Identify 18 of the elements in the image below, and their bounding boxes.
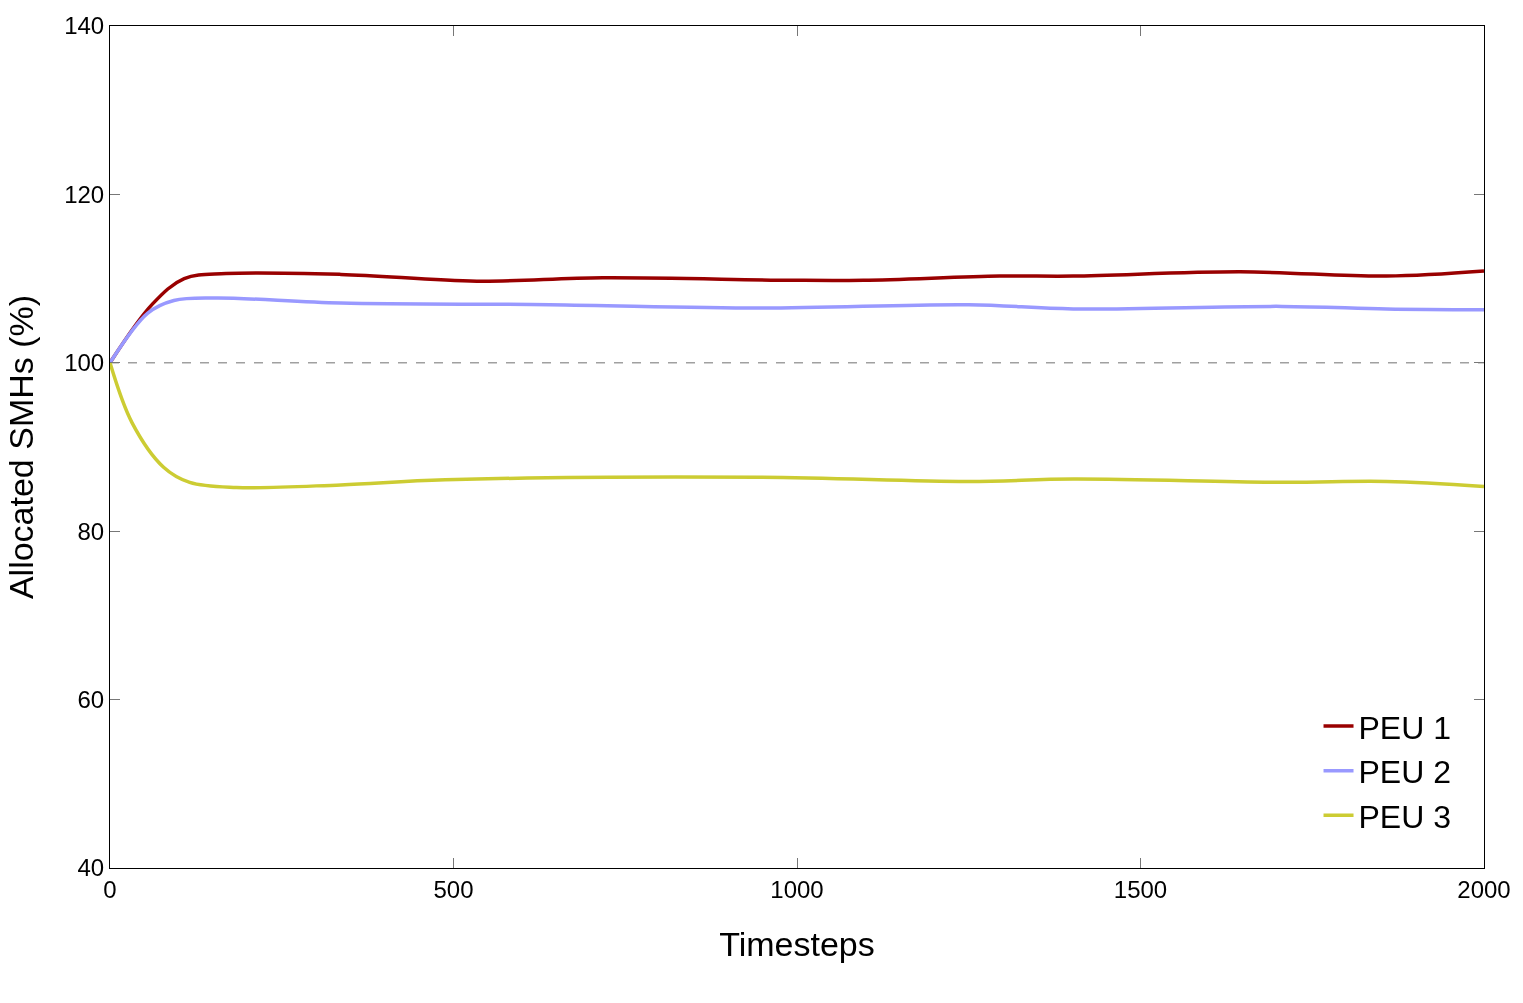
x-tick-label: 1000	[770, 875, 824, 903]
y-tick-label: 100	[64, 349, 105, 377]
y-tick-label: 40	[77, 854, 105, 882]
y-axis-title: Allocated SMHs (%)	[1, 294, 40, 600]
x-tick-label: 0	[103, 875, 117, 903]
y-tick-label: 120	[64, 180, 105, 208]
y-tick-label: 60	[77, 686, 105, 713]
line-series	[110, 361, 1484, 490]
legend-label: PEU 2	[1358, 754, 1451, 791]
legend-label: PEU 3	[1358, 798, 1451, 835]
y-tick-label: 80	[77, 517, 105, 545]
legend-label: PEU 1	[1358, 709, 1451, 746]
y-tick-label: 140	[64, 12, 105, 40]
line-series	[110, 296, 1484, 365]
x-tick-label: 2000	[1457, 875, 1511, 903]
x-tick-label: 500	[433, 875, 474, 903]
x-tick-label: 1500	[1113, 875, 1168, 903]
x-axis-title: Timesteps	[719, 925, 875, 964]
